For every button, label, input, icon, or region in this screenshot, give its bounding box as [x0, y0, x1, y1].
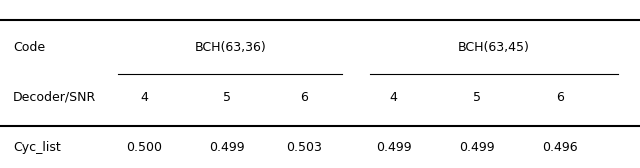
Text: BCH(63,36): BCH(63,36)	[195, 40, 266, 54]
Text: 6: 6	[300, 91, 308, 104]
Text: 0.496: 0.496	[542, 141, 578, 154]
Text: 0.499: 0.499	[376, 141, 412, 154]
Text: 4: 4	[140, 91, 148, 104]
Text: 5: 5	[473, 91, 481, 104]
Text: 6: 6	[556, 91, 564, 104]
Text: 4: 4	[390, 91, 397, 104]
Text: 0.499: 0.499	[459, 141, 495, 154]
Text: 0.503: 0.503	[286, 141, 322, 154]
Text: Cyc_list: Cyc_list	[13, 141, 61, 154]
Text: 5: 5	[223, 91, 231, 104]
Text: Decoder/SNR: Decoder/SNR	[13, 91, 96, 104]
Text: BCH(63,45): BCH(63,45)	[458, 40, 530, 54]
Text: 0.500: 0.500	[126, 141, 162, 154]
Text: 0.499: 0.499	[209, 141, 245, 154]
Text: Code: Code	[13, 40, 45, 54]
